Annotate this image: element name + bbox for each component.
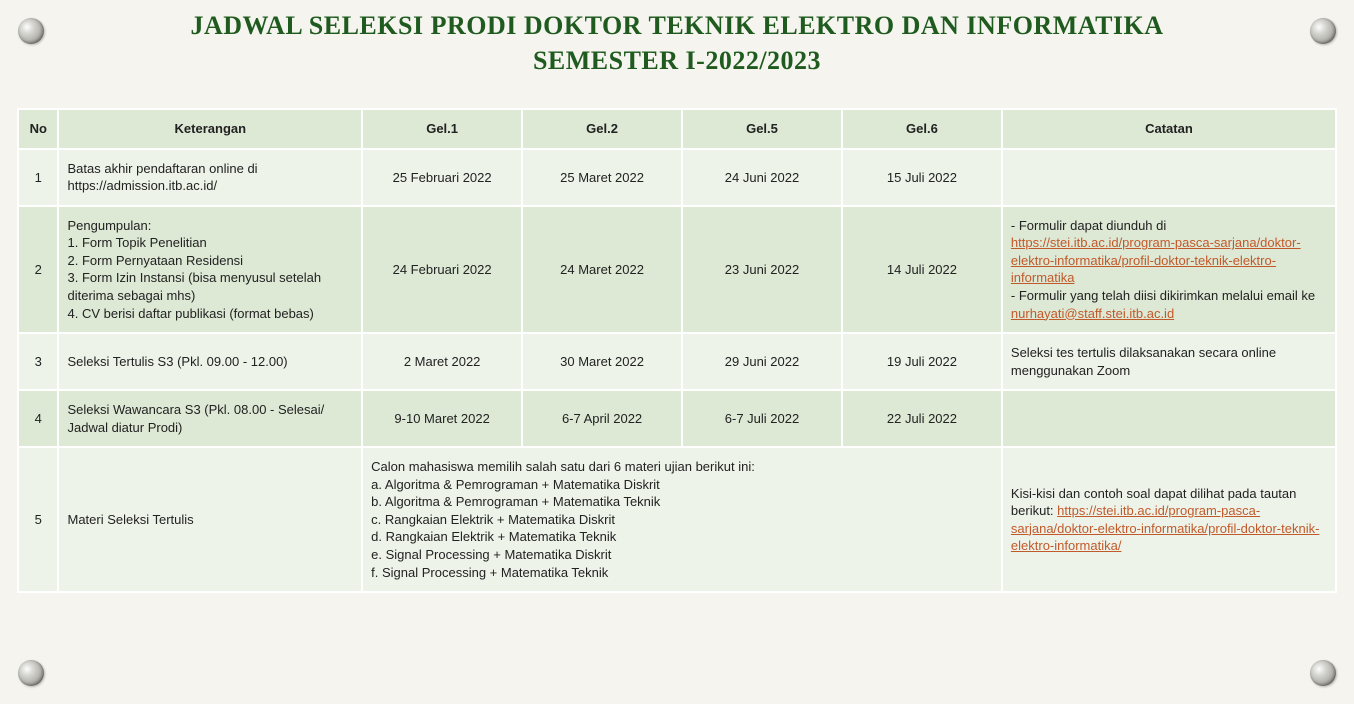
- table-header-row: No Keterangan Gel.1 Gel.2 Gel.5 Gel.6 Ca…: [18, 109, 1336, 149]
- title-line-1: JADWAL SELEKSI PRODI DOKTOR TEKNIK ELEKT…: [0, 8, 1354, 43]
- table-row: 2 Pengumpulan: 1. Form Topik Penelitian …: [18, 206, 1336, 333]
- cell-gel1: 9-10 Maret 2022: [362, 390, 522, 447]
- th-keterangan: Keterangan: [58, 109, 362, 149]
- cell-gel6: 22 Juli 2022: [842, 390, 1002, 447]
- cell-cat: [1002, 149, 1336, 206]
- catatan-link-form-download[interactable]: https://stei.itb.ac.id/program-pasca-sar…: [1011, 235, 1301, 285]
- cell-cat: Seleksi tes tertulis dilaksanakan secara…: [1002, 333, 1336, 390]
- catatan-link-kisi[interactable]: https://stei.itb.ac.id/program-pasca-sar…: [1011, 503, 1320, 553]
- cell-gel1: 25 Februari 2022: [362, 149, 522, 206]
- cell-gel1: 2 Maret 2022: [362, 333, 522, 390]
- cell-materi-merged: Calon mahasiswa memilih salah satu dari …: [362, 447, 1002, 592]
- th-no: No: [18, 109, 58, 149]
- schedule-table: No Keterangan Gel.1 Gel.2 Gel.5 Gel.6 Ca…: [17, 108, 1337, 593]
- cell-gel2: 6-7 April 2022: [522, 390, 682, 447]
- th-catatan: Catatan: [1002, 109, 1336, 149]
- cell-ket: Seleksi Tertulis S3 (Pkl. 09.00 - 12.00): [58, 333, 362, 390]
- cell-ket: Batas akhir pendaftaran online di https:…: [58, 149, 362, 206]
- decor-rivet-bottom-right: [1310, 660, 1336, 686]
- catatan-link-email[interactable]: nurhayati@staff.stei.itb.ac.id: [1011, 306, 1174, 321]
- cell-gel5: 24 Juni 2022: [682, 149, 842, 206]
- table-row: 5 Materi Seleksi Tertulis Calon mahasisw…: [18, 447, 1336, 592]
- cell-gel2: 24 Maret 2022: [522, 206, 682, 333]
- cell-no: 3: [18, 333, 58, 390]
- cell-gel1: 24 Februari 2022: [362, 206, 522, 333]
- th-gel1: Gel.1: [362, 109, 522, 149]
- th-gel6: Gel.6: [842, 109, 1002, 149]
- decor-rivet-top-right: [1310, 18, 1336, 44]
- cell-ket: Pengumpulan: 1. Form Topik Penelitian 2.…: [58, 206, 362, 333]
- cell-cat: Kisi-kisi dan contoh soal dapat dilihat …: [1002, 447, 1336, 592]
- table-row: 1 Batas akhir pendaftaran online di http…: [18, 149, 1336, 206]
- decor-rivet-bottom-left: [18, 660, 44, 686]
- cell-ket: Seleksi Wawancara S3 (Pkl. 08.00 - Seles…: [58, 390, 362, 447]
- decor-rivet-top-left: [18, 18, 44, 44]
- cell-gel5: 29 Juni 2022: [682, 333, 842, 390]
- cell-no: 1: [18, 149, 58, 206]
- cell-ket: Materi Seleksi Tertulis: [58, 447, 362, 592]
- catatan-text: - Formulir yang telah diisi dikirimkan m…: [1011, 288, 1315, 303]
- cell-gel6: 15 Juli 2022: [842, 149, 1002, 206]
- page-title: JADWAL SELEKSI PRODI DOKTOR TEKNIK ELEKT…: [0, 0, 1354, 78]
- cell-cat: - Formulir dapat diunduh di https://stei…: [1002, 206, 1336, 333]
- th-gel5: Gel.5: [682, 109, 842, 149]
- cell-gel2: 25 Maret 2022: [522, 149, 682, 206]
- cell-gel6: 14 Juli 2022: [842, 206, 1002, 333]
- title-line-2: SEMESTER I-2022/2023: [0, 43, 1354, 78]
- cell-cat: [1002, 390, 1336, 447]
- cell-no: 4: [18, 390, 58, 447]
- th-gel2: Gel.2: [522, 109, 682, 149]
- table-row: 4 Seleksi Wawancara S3 (Pkl. 08.00 - Sel…: [18, 390, 1336, 447]
- cell-gel2: 30 Maret 2022: [522, 333, 682, 390]
- table-row: 3 Seleksi Tertulis S3 (Pkl. 09.00 - 12.0…: [18, 333, 1336, 390]
- cell-no: 5: [18, 447, 58, 592]
- cell-no: 2: [18, 206, 58, 333]
- cell-gel5: 23 Juni 2022: [682, 206, 842, 333]
- catatan-text: - Formulir dapat diunduh di: [1011, 218, 1166, 233]
- cell-gel6: 19 Juli 2022: [842, 333, 1002, 390]
- cell-gel5: 6-7 Juli 2022: [682, 390, 842, 447]
